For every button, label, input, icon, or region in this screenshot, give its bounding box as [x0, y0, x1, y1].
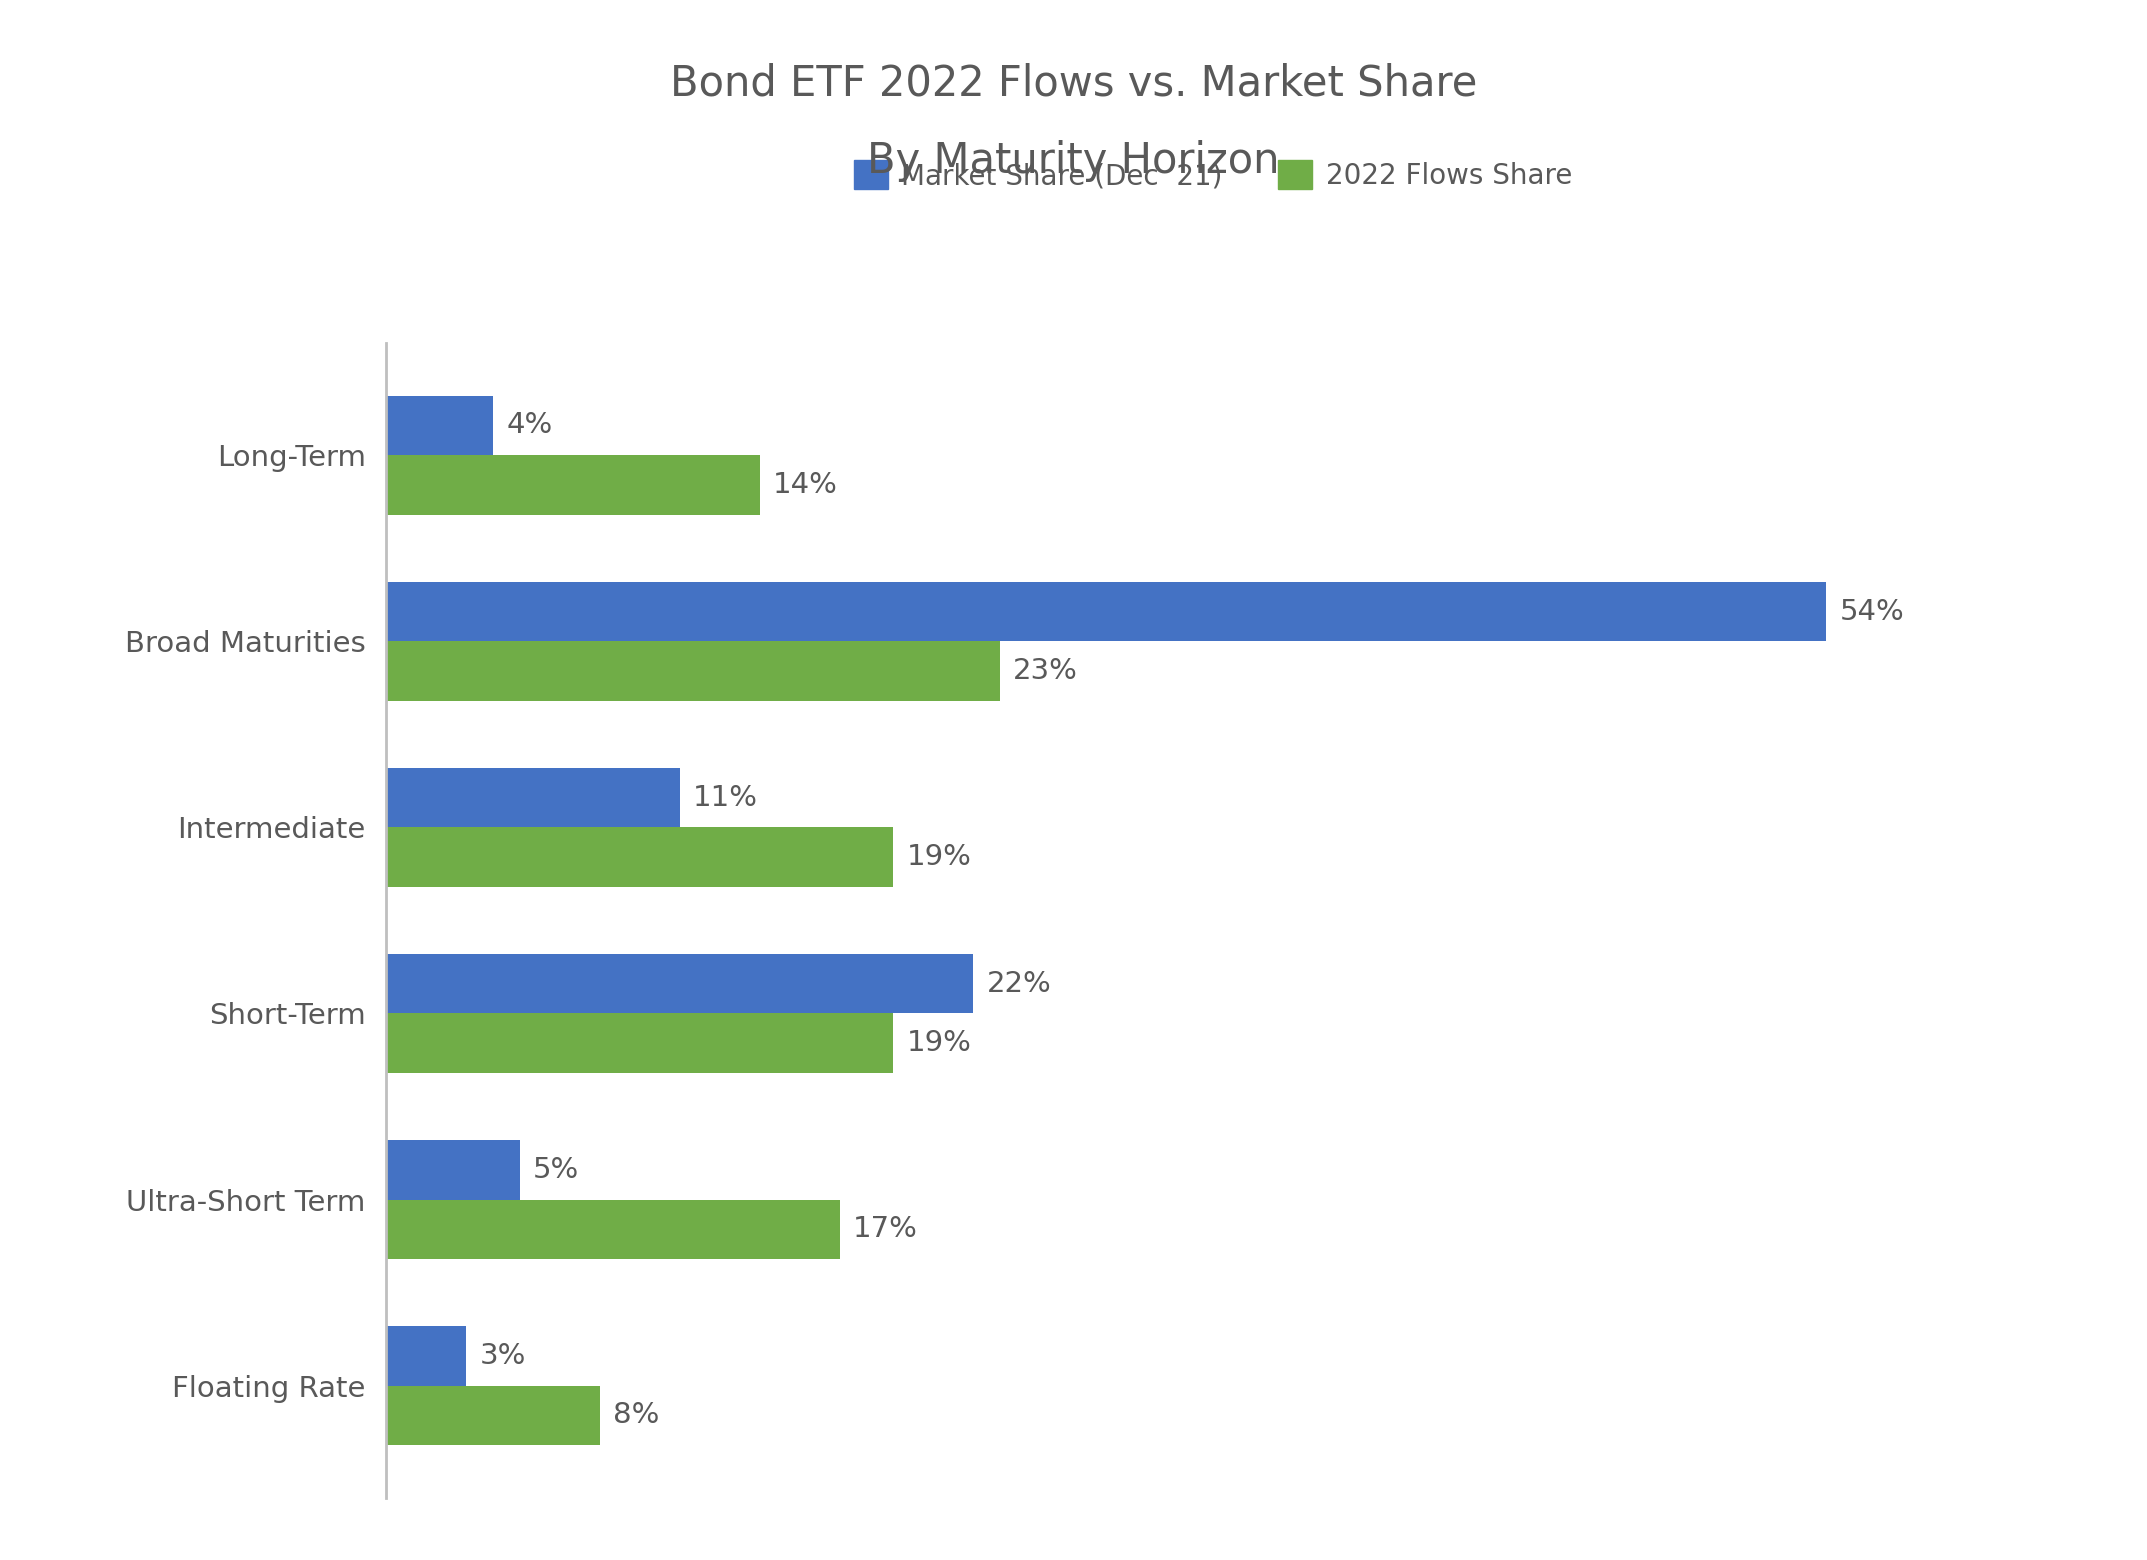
Bar [386, 827, 893, 888]
Text: Bond ETF 2022 Flows vs. Market Share: Bond ETF 2022 Flows vs. Market Share [670, 62, 1477, 105]
Text: 14%: 14% [773, 471, 837, 499]
Bar [386, 1326, 466, 1385]
Text: 17%: 17% [852, 1215, 919, 1243]
Text: 4%: 4% [507, 412, 552, 440]
Text: 11%: 11% [693, 783, 758, 811]
Text: 8%: 8% [614, 1401, 659, 1429]
Legend: Market Share (Dec ’21), 2022 Flows Share: Market Share (Dec ’21), 2022 Flows Share [844, 150, 1582, 201]
Bar [386, 953, 973, 1014]
Bar [386, 768, 681, 827]
Bar [386, 396, 494, 456]
Bar [386, 456, 760, 515]
Bar [386, 582, 1827, 641]
Text: By Maturity Horizon: By Maturity Horizon [867, 140, 1280, 183]
Text: 19%: 19% [906, 842, 970, 870]
Text: 22%: 22% [985, 970, 1052, 998]
Bar [386, 1014, 893, 1073]
Text: 23%: 23% [1013, 657, 1078, 685]
Bar [386, 1200, 839, 1259]
Bar [386, 1385, 599, 1445]
Text: 54%: 54% [1840, 597, 1904, 626]
Bar [386, 1140, 520, 1200]
Text: 3%: 3% [479, 1342, 526, 1370]
Bar [386, 641, 1001, 700]
Text: 19%: 19% [906, 1030, 970, 1058]
Text: 5%: 5% [532, 1156, 580, 1184]
